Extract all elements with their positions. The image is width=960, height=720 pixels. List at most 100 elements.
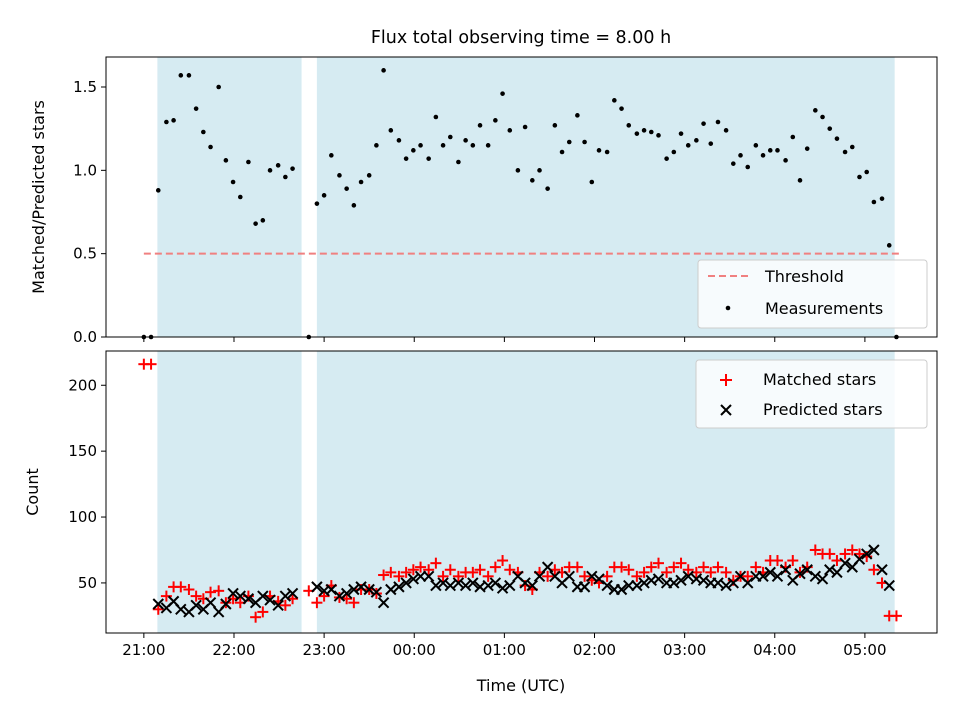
matched-star-marker (853, 548, 865, 560)
measurement-point (374, 143, 379, 148)
measurement-point (246, 159, 251, 165)
top-legend-measurements-label: Measurements (765, 299, 883, 318)
top-axes-frame (105, 56, 938, 338)
x-tick-label: 21:00 (122, 641, 165, 659)
bottom-panel: 21:00 22:00 23:00 00:00 01:00 02:00 03:00 04:00… (23, 350, 938, 695)
measurement-point (463, 138, 468, 143)
matched-star-marker (482, 570, 494, 582)
predicted-star-marker (430, 579, 442, 592)
predicted-star-marker (883, 579, 895, 592)
shaded-span (157, 57, 302, 337)
predicted-star-marker (444, 579, 457, 592)
predicted-star-marker (242, 593, 255, 605)
measurement-point (171, 118, 176, 123)
bottom-axes-frame (105, 350, 938, 634)
matched-star-marker (787, 555, 799, 567)
matched-star-marker (452, 570, 464, 582)
measurement-point (596, 148, 602, 153)
matched-star-marker (542, 570, 554, 582)
matched-star-marker (720, 566, 732, 578)
predicted-star-marker (504, 579, 516, 592)
measurement-point (582, 139, 587, 145)
measurement-point (485, 143, 491, 148)
predicted-star-marker (652, 573, 665, 585)
measurement-point (648, 129, 654, 135)
measurement-point (321, 193, 327, 198)
predicted-star-marker (757, 570, 769, 583)
predicted-star-marker (519, 577, 531, 589)
y-tick-label: 50 (78, 574, 97, 592)
measurement-point (879, 196, 885, 201)
matched-star-marker (318, 590, 330, 602)
predicted-star-marker (801, 564, 813, 576)
matched-star-marker (400, 566, 412, 578)
top-legend-measurements-swatch (725, 305, 731, 311)
predicted-star-marker (393, 581, 405, 593)
measurement-point (164, 119, 169, 125)
x-tick-label: 23:00 (302, 641, 345, 659)
matched-star-marker (698, 561, 710, 573)
matched-star-marker (579, 570, 591, 582)
y-tick-label: 200 (68, 376, 97, 394)
measurement-point (664, 156, 669, 161)
measurement-point (671, 149, 677, 155)
predicted-star-marker (340, 587, 353, 600)
y-tick-label: 100 (68, 508, 97, 526)
measurement-point (775, 148, 780, 153)
measurement-point (433, 114, 439, 120)
y-tick-label: 150 (68, 442, 97, 460)
matched-star-marker (868, 564, 880, 576)
predicted-star-marker (578, 581, 591, 593)
measurement-point (515, 168, 521, 173)
predicted-star-marker (452, 577, 465, 589)
measurement-point (290, 166, 295, 171)
matched-star-marker (809, 544, 821, 556)
matched-star-marker (205, 586, 217, 598)
bottom-legend: Matched stars Predicted stars (695, 359, 928, 429)
matched-star-marker (437, 570, 449, 582)
predicted-star-marker (720, 579, 732, 592)
predicted-star-marker (467, 577, 479, 589)
predicted-star-marker (333, 590, 346, 602)
measurement-point (753, 143, 759, 148)
x-tick-label: 04:00 (753, 641, 796, 659)
measurement-point (470, 143, 476, 148)
measurement-point (456, 159, 461, 165)
predicted-star-marker (638, 577, 650, 589)
predicted-star-marker (794, 567, 806, 580)
measurement-point (589, 179, 595, 185)
matched-star-marker (839, 548, 851, 560)
predicted-star-marker (311, 581, 323, 593)
matched-star-marker (890, 610, 902, 622)
predicted-star-marker (586, 570, 598, 583)
matched-star-marker (444, 564, 456, 576)
measurement-point (267, 168, 273, 173)
y-tick-label: 0.0 (73, 328, 97, 346)
measurement-point (745, 164, 751, 170)
predicted-star-marker (175, 603, 187, 615)
measurement-point (886, 243, 892, 248)
matched-star-marker (385, 566, 397, 578)
measurement-point (731, 161, 736, 166)
measurement-point (388, 128, 394, 133)
predicted-star-marker (348, 583, 360, 596)
measurement-point (552, 123, 558, 128)
predicted-star-marker (407, 573, 420, 585)
predicted-star-marker (489, 577, 502, 589)
matched-star-marker (623, 564, 635, 576)
predicted-star-marker (623, 579, 635, 592)
measurement-point (708, 141, 714, 146)
matched-star-marker (675, 557, 687, 569)
measurement-point (283, 174, 288, 180)
measurement-point (186, 73, 192, 78)
predicted-star-marker (370, 586, 383, 598)
matched-star-marker (571, 561, 583, 573)
x-tick-label: 02:00 (573, 641, 616, 659)
y-tick-label: 0.5 (73, 245, 97, 263)
predicted-star-marker (839, 557, 851, 569)
top-axis-ticks: 0.0 0.5 1.0 1.5 (73, 78, 866, 346)
measurement-point (344, 186, 349, 191)
matched-star-marker (311, 597, 323, 609)
measurement-point (656, 133, 661, 138)
